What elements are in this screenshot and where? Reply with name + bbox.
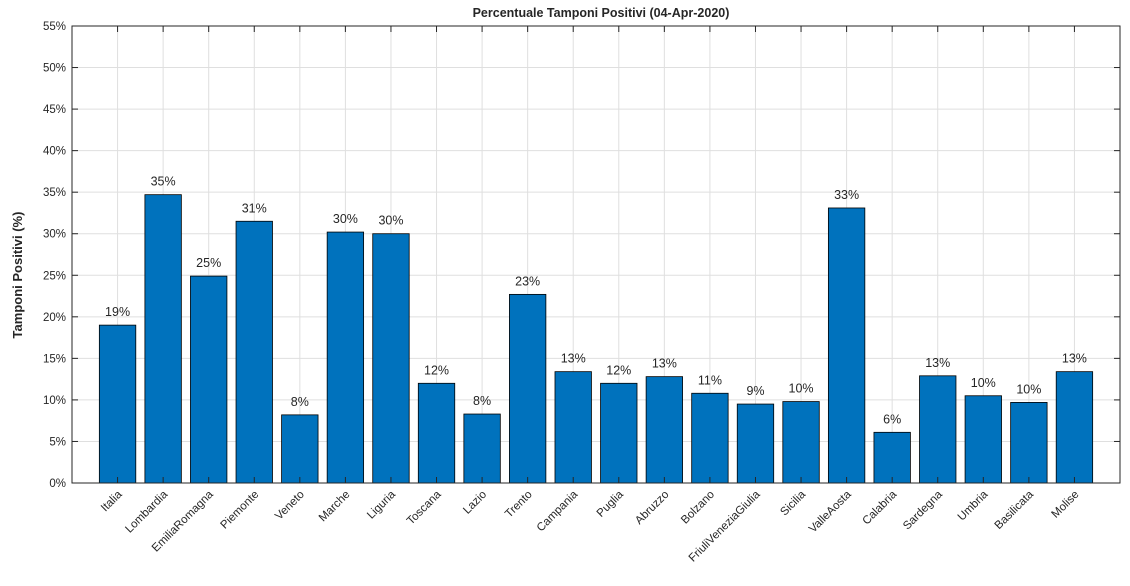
data-label: 13% xyxy=(561,352,586,366)
x-tick-label: ValleAosta xyxy=(807,488,854,535)
x-tick-label: Basilicata xyxy=(993,488,1037,532)
x-tick-label: Trento xyxy=(503,489,535,521)
data-label: 6% xyxy=(883,412,901,426)
bar-umbria xyxy=(964,395,1002,484)
data-label: 8% xyxy=(291,395,309,409)
x-tick-label: Calabria xyxy=(861,488,900,527)
x-tick-label: Molise xyxy=(1050,489,1082,521)
bar-liguria xyxy=(372,233,410,484)
data-label: 10% xyxy=(971,376,996,390)
data-label: 12% xyxy=(424,363,449,377)
data-label: 10% xyxy=(789,382,814,396)
y-tick-label: 10% xyxy=(43,395,66,407)
chart-title: Percentuale Tamponi Positivi (04-Apr-202… xyxy=(473,6,730,20)
bar-lombardia xyxy=(144,194,182,484)
x-tick-label: Toscana xyxy=(405,488,444,527)
data-label: 31% xyxy=(242,201,267,215)
x-tick-label: Liguria xyxy=(365,488,398,521)
x-tick-label: Veneto xyxy=(273,489,307,523)
data-label: 13% xyxy=(1062,352,1087,366)
y-tick-label: 45% xyxy=(43,104,66,116)
x-tick-label: Italia xyxy=(99,488,125,514)
y-tick-label: 20% xyxy=(43,312,66,324)
bar-basilicata xyxy=(1010,402,1048,484)
bar-trento xyxy=(509,293,547,484)
y-tick-label: 25% xyxy=(43,270,66,282)
bar-calabria xyxy=(873,431,911,484)
bar-piemonte xyxy=(235,220,273,484)
x-tick-label: Campania xyxy=(535,488,581,534)
x-tick-label: Lazio xyxy=(461,489,489,517)
bars xyxy=(98,194,1094,484)
x-tick-label: Puglia xyxy=(595,488,627,520)
data-label: 9% xyxy=(746,384,764,398)
bar-veneto xyxy=(281,414,319,484)
y-tick-label: 35% xyxy=(43,187,66,199)
x-tick-label: Bolzano xyxy=(679,489,717,527)
bar-puglia xyxy=(600,382,638,484)
bar-abruzzo xyxy=(645,376,683,484)
x-tick-label: Lombardia xyxy=(123,488,170,535)
y-tick-label: 0% xyxy=(49,478,66,490)
x-tick-label: Piemonte xyxy=(219,489,262,532)
data-label: 11% xyxy=(698,373,722,387)
data-label: 35% xyxy=(151,175,176,189)
x-tick-label: Marche xyxy=(317,489,353,525)
plot-frame xyxy=(71,25,1121,484)
bar-bolzano xyxy=(691,392,729,484)
bar-sicilia xyxy=(782,401,820,484)
data-label: 19% xyxy=(105,305,130,319)
data-label: 30% xyxy=(378,214,403,228)
y-axis-label: Tamponi Positivi (%) xyxy=(10,212,25,339)
bar-sardegna xyxy=(919,375,957,484)
bar-campania xyxy=(554,371,592,484)
bar-lazio xyxy=(463,413,501,484)
bar-marche xyxy=(326,231,365,484)
data-labels: 19% 35% 25% 31% 8% 30% 30% 12% 8% 23% 13% 12% 13% 11%… xyxy=(105,175,1087,427)
data-label: 23% xyxy=(515,274,540,288)
y-tick-label: 55% xyxy=(43,21,66,33)
data-label: 33% xyxy=(834,188,859,202)
grid-lines xyxy=(72,25,1120,484)
x-tick-label: Sardegna xyxy=(901,488,945,532)
data-label: 8% xyxy=(473,394,491,408)
x-tick-label: Abruzzo xyxy=(633,489,671,527)
bar-valleaosta xyxy=(827,207,866,484)
bar-friuliveneziagiulia xyxy=(736,403,775,484)
bar-molise xyxy=(1055,371,1094,484)
bar-toscana xyxy=(417,382,456,484)
y-tick-label: 50% xyxy=(43,63,66,75)
y-tick-label: 30% xyxy=(43,229,66,241)
y-tick-label: 5% xyxy=(49,436,66,448)
y-axis-ticks: 0% 5% 10% 15% 20% 25% 30% 35% 40% 45% 50% 55% xyxy=(43,21,1120,490)
x-tick-label: Umbria xyxy=(956,488,991,523)
x-tick-label: Sicilia xyxy=(778,488,808,518)
data-label: 10% xyxy=(1016,382,1041,396)
data-label: 25% xyxy=(196,256,221,270)
y-tick-label: 15% xyxy=(43,353,66,365)
data-label: 13% xyxy=(925,356,950,370)
data-label: 12% xyxy=(606,363,631,377)
bar-emiliaromagna xyxy=(190,275,228,484)
data-label: 30% xyxy=(333,212,358,226)
data-label: 13% xyxy=(652,357,677,371)
y-tick-label: 40% xyxy=(43,146,66,158)
bar-italia xyxy=(98,324,137,484)
